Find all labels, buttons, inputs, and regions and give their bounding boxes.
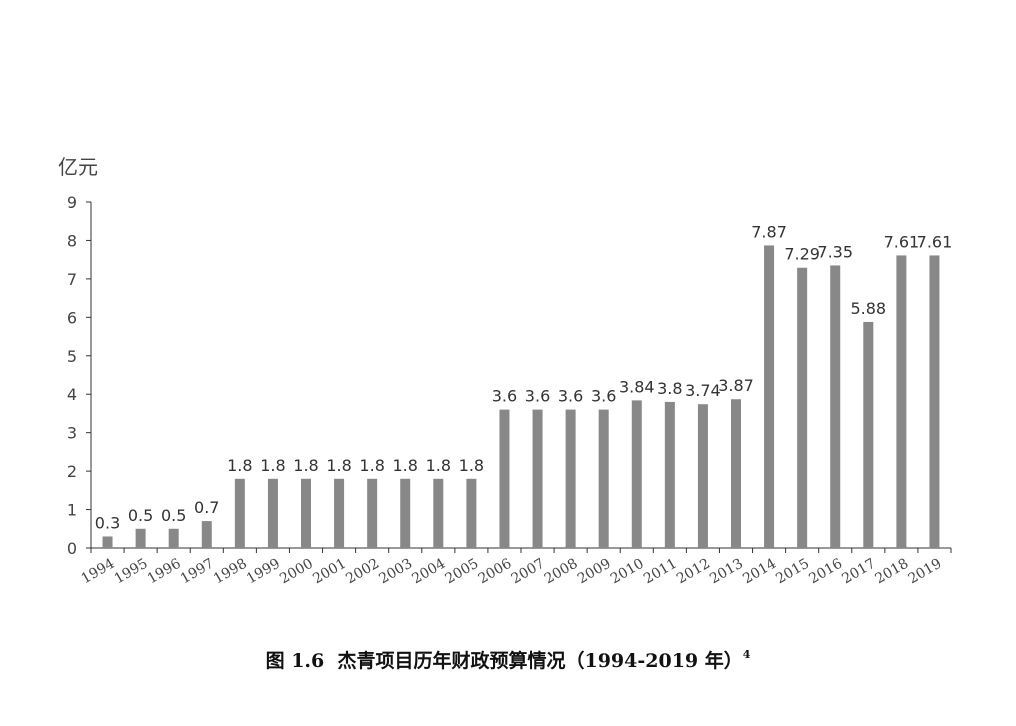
bar-2016 xyxy=(830,265,841,548)
x-tick-label-2001: 2001 xyxy=(310,556,349,588)
x-tick-label-2006: 2006 xyxy=(476,556,515,588)
data-label-2002: 1.8 xyxy=(359,456,384,475)
x-tick-label-2011: 2011 xyxy=(641,556,680,588)
x-tick-label-2014: 2014 xyxy=(740,556,779,588)
bar-2002 xyxy=(367,478,378,548)
data-label-2013: 3.87 xyxy=(718,376,754,395)
data-label-2012: 3.74 xyxy=(685,381,721,400)
data-label-2018: 7.61 xyxy=(884,232,920,251)
data-label-2010: 3.84 xyxy=(619,377,655,396)
y-axis-unit-label: 亿元 xyxy=(58,155,98,179)
data-label-2006: 3.6 xyxy=(492,387,517,406)
bar-1996 xyxy=(168,528,179,548)
bar-1997 xyxy=(201,521,212,548)
x-tick-label-2017: 2017 xyxy=(839,556,878,588)
y-axis-ticks: 0 1 2 3 4 5 6 7 8 9 xyxy=(67,193,91,558)
x-tick-label-2019: 2019 xyxy=(906,556,945,588)
data-label-2007: 3.6 xyxy=(525,387,550,406)
data-labels: 0.3 0.5 0.5 0.71.8 1.8 1.8 1.8 1.8 1.8 1.8 1.83.6 3… xyxy=(95,222,952,532)
bar-2019 xyxy=(929,255,940,548)
bar-2013 xyxy=(731,399,741,548)
data-label-1995: 0.5 xyxy=(128,506,153,525)
y-tick-label: 4 xyxy=(67,385,77,404)
data-label-2015: 7.29 xyxy=(784,245,820,264)
figure-caption: 图 1.6 杰青项目历年财政预算情况（1994-2019 年）4 xyxy=(0,646,1016,673)
y-tick-label: 2 xyxy=(67,462,77,481)
data-label-2008: 3.6 xyxy=(558,387,583,406)
y-tick-label: 9 xyxy=(67,193,77,212)
data-label-1998: 1.8 xyxy=(227,456,252,475)
x-tick-label-1995: 1995 xyxy=(112,556,151,588)
bar-2004 xyxy=(433,478,444,548)
y-tick-label: 7 xyxy=(67,270,77,289)
bar-2017 xyxy=(863,321,874,548)
x-tick-label-2013: 2013 xyxy=(707,556,746,588)
x-tick-label-1996: 1996 xyxy=(145,556,184,588)
bar-2005 xyxy=(466,478,477,548)
y-tick-label: 6 xyxy=(67,308,77,327)
caption-prefix: 图 1.6 xyxy=(265,650,325,672)
x-tick-label-1997: 1997 xyxy=(178,556,217,588)
y-tick-label: 0 xyxy=(67,539,77,558)
x-tick-label-1998: 1998 xyxy=(211,556,250,588)
data-label-1999: 1.8 xyxy=(260,456,285,475)
y-tick-label: 1 xyxy=(67,501,77,520)
data-label-2019: 7.61 xyxy=(917,232,953,251)
caption-footnote: 4 xyxy=(742,648,751,661)
data-label-1996: 0.5 xyxy=(161,506,186,525)
data-label-1994: 0.3 xyxy=(95,513,120,532)
data-label-2011: 3.8 xyxy=(657,379,682,398)
data-label-2017: 5.88 xyxy=(850,299,886,318)
x-tick-label-2002: 2002 xyxy=(343,556,382,588)
x-tick-label-2015: 2015 xyxy=(773,556,812,588)
bar-2008 xyxy=(565,409,576,548)
x-tick-label-1994: 1994 xyxy=(79,556,118,588)
bar-1994 xyxy=(102,536,113,548)
bar-2009 xyxy=(598,409,609,548)
x-tick-label-2008: 2008 xyxy=(542,556,581,588)
bar-1998 xyxy=(234,478,245,548)
y-tick-label: 8 xyxy=(67,231,77,250)
bar-1995 xyxy=(135,528,146,548)
x-axis-ticks: 1994199519961997199819992000200120022003… xyxy=(79,548,952,588)
data-label-2014: 7.87 xyxy=(751,222,787,241)
bar-2007 xyxy=(532,409,543,548)
bar-2003 xyxy=(400,478,411,548)
bar-2012 xyxy=(697,404,708,548)
x-tick-label-2005: 2005 xyxy=(443,556,482,588)
data-label-2003: 1.8 xyxy=(393,456,418,475)
bar-2014 xyxy=(764,245,775,549)
data-label-2004: 1.8 xyxy=(426,456,451,475)
bar-2006 xyxy=(499,409,510,548)
y-tick-label: 3 xyxy=(67,424,77,443)
x-tick-label-2003: 2003 xyxy=(376,556,415,588)
data-label-2016: 7.35 xyxy=(817,242,853,261)
x-tick-label-2018: 2018 xyxy=(873,556,912,588)
x-tick-label-2000: 2000 xyxy=(277,556,316,588)
data-label-2009: 3.6 xyxy=(591,387,616,406)
x-tick-label-2009: 2009 xyxy=(575,556,614,588)
x-tick-label-2010: 2010 xyxy=(608,556,647,588)
data-label-2005: 1.8 xyxy=(459,456,484,475)
x-tick-label-1999: 1999 xyxy=(244,556,283,588)
bar-2001 xyxy=(334,478,345,548)
x-tick-label-2004: 2004 xyxy=(409,556,448,588)
y-tick-label: 5 xyxy=(67,347,77,366)
data-label-2001: 1.8 xyxy=(326,456,351,475)
bar-2011 xyxy=(664,401,675,548)
bar-1999 xyxy=(267,478,278,548)
bar-2000 xyxy=(301,478,311,548)
data-label-2000: 1.8 xyxy=(293,456,318,475)
bars xyxy=(102,245,940,549)
bar-2018 xyxy=(896,255,907,548)
x-tick-label-2012: 2012 xyxy=(674,556,713,588)
bar-2015 xyxy=(797,267,808,548)
caption-title: 杰青项目历年财政预算情况（1994-2019 年） xyxy=(337,650,743,672)
data-label-1997: 0.7 xyxy=(194,498,219,517)
bar-2010 xyxy=(631,400,642,548)
x-tick-label-2007: 2007 xyxy=(509,556,548,588)
x-tick-label-2016: 2016 xyxy=(806,556,845,588)
